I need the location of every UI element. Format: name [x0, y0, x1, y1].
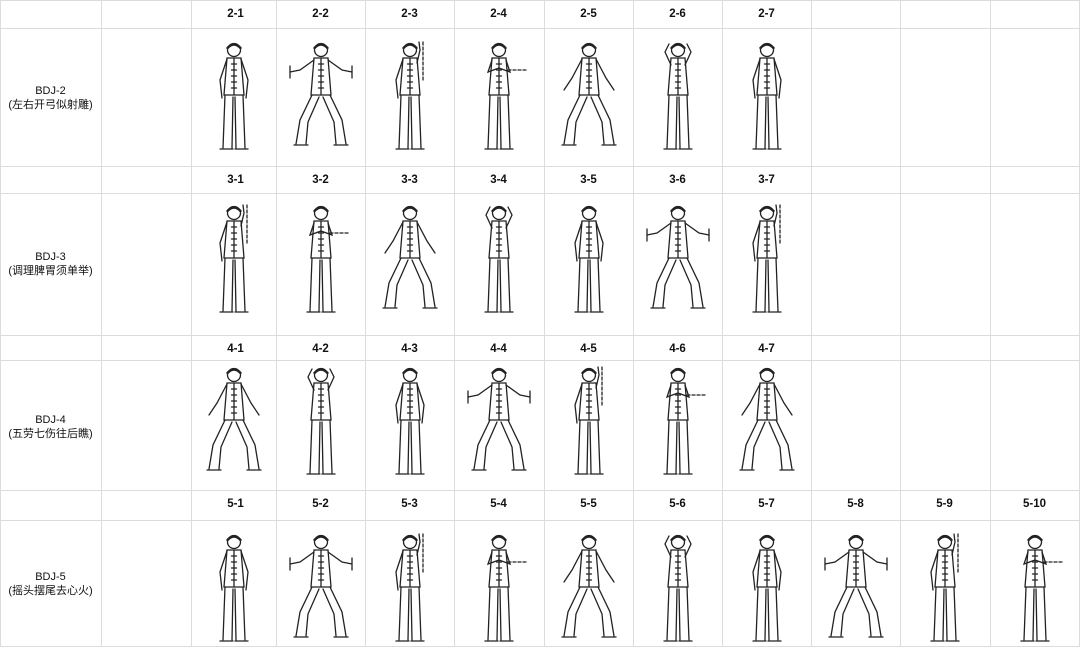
step-label: 5-8 — [847, 498, 864, 510]
grid-vline — [811, 0, 812, 647]
step-label: 2-7 — [758, 8, 775, 20]
step-label: 3-5 — [580, 174, 597, 186]
grid-hline — [0, 490, 1080, 491]
exercise-figure-illustration — [375, 365, 445, 488]
step-label: 3-4 — [490, 174, 507, 186]
exercise-figure-illustration — [554, 365, 624, 488]
exercise-figure-illustration — [643, 532, 713, 655]
exercise-figure-illustration — [821, 532, 891, 655]
step-label: 3-2 — [312, 174, 329, 186]
exercise-figure-illustration — [375, 40, 445, 163]
step-label: 2-4 — [490, 8, 507, 20]
grid-vline — [0, 0, 1, 647]
exercise-figure-illustration — [199, 365, 269, 488]
grid-hline — [0, 335, 1080, 336]
row-label-bdj-3: BDJ-3 (调理脾胃须单举) — [0, 250, 101, 278]
exercise-figure-illustration — [464, 532, 534, 655]
step-label: 2-5 — [580, 8, 597, 20]
grid-vline — [900, 0, 901, 647]
row-label-bdj-5: BDJ-5 (摇头摆尾去心火) — [0, 570, 101, 598]
exercise-figure-illustration — [643, 203, 713, 326]
step-label: 2-1 — [227, 8, 244, 20]
exercise-figure-illustration — [554, 40, 624, 163]
row-code: BDJ-2 — [35, 85, 66, 97]
step-label: 4-6 — [669, 343, 686, 355]
exercise-figure-illustration — [375, 532, 445, 655]
grid-vline — [722, 0, 723, 647]
row-code: BDJ-3 — [35, 251, 66, 263]
step-label: 4-4 — [490, 343, 507, 355]
row-name: (左右开弓似射雕) — [8, 99, 93, 111]
exercise-figure-illustration — [464, 365, 534, 488]
grid-hline — [0, 193, 1080, 194]
row-code: BDJ-5 — [35, 571, 66, 583]
exercise-figure-illustration — [286, 203, 356, 326]
exercise-figure-illustration — [732, 40, 802, 163]
step-label: 3-6 — [669, 174, 686, 186]
exercise-figure-illustration — [464, 40, 534, 163]
exercise-figure-illustration — [286, 40, 356, 163]
grid-hline — [0, 520, 1080, 521]
step-label: 2-3 — [401, 8, 418, 20]
step-label: 4-1 — [227, 343, 244, 355]
grid-vline — [101, 0, 102, 647]
step-label: 5-10 — [1022, 498, 1047, 510]
exercise-figure-illustration — [199, 532, 269, 655]
exercise-figure-illustration — [732, 532, 802, 655]
step-label: 5-3 — [401, 498, 418, 510]
exercise-figure-illustration — [286, 365, 356, 488]
grid-vline — [544, 0, 545, 647]
row-label-bdj-2: BDJ-2 (左右开弓似射雕) — [0, 84, 101, 112]
grid-vline — [365, 0, 366, 647]
grid-hline — [0, 28, 1080, 29]
grid-hline — [0, 0, 1080, 1]
step-label: 4-7 — [758, 343, 775, 355]
grid-vline — [454, 0, 455, 647]
exercise-figure-illustration — [199, 203, 269, 326]
step-label: 5-1 — [227, 498, 244, 510]
exercise-figure-illustration — [643, 40, 713, 163]
exercise-figure-illustration — [375, 203, 445, 326]
row-name: (调理脾胃须单举) — [8, 265, 93, 277]
step-label: 5-7 — [758, 498, 775, 510]
step-label: 2-6 — [669, 8, 686, 20]
grid-vline — [276, 0, 277, 647]
step-label: 5-6 — [669, 498, 686, 510]
exercise-figure-illustration — [732, 203, 802, 326]
exercise-figure-illustration — [199, 40, 269, 163]
step-label: 5-4 — [490, 498, 507, 510]
row-name: (摇头摆尾去心火) — [8, 585, 93, 597]
row-label-bdj-4: BDJ-4 (五劳七伤往后瞧) — [0, 413, 101, 441]
step-label: 5-5 — [580, 498, 597, 510]
exercise-figure-illustration — [732, 365, 802, 488]
exercise-figure-illustration — [554, 203, 624, 326]
grid-hline — [0, 166, 1080, 167]
row-code: BDJ-4 — [35, 414, 66, 426]
exercise-figure-illustration — [464, 203, 534, 326]
step-label: 2-2 — [312, 8, 329, 20]
exercise-figure-illustration — [286, 532, 356, 655]
exercise-figure-illustration — [554, 532, 624, 655]
grid-hline — [0, 360, 1080, 361]
exercise-figure-illustration — [1000, 532, 1070, 655]
step-label: 3-7 — [758, 174, 775, 186]
grid-vline — [633, 0, 634, 647]
step-label: 4-2 — [312, 343, 329, 355]
step-label: 5-2 — [312, 498, 329, 510]
step-label: 3-3 — [401, 174, 418, 186]
exercise-figure-illustration — [910, 532, 980, 655]
exercise-figure-illustration — [643, 365, 713, 488]
step-label: 4-5 — [580, 343, 597, 355]
step-label: 3-1 — [227, 174, 244, 186]
grid-vline — [990, 0, 991, 647]
grid-vline — [191, 0, 192, 647]
step-label: 4-3 — [401, 343, 418, 355]
row-name: (五劳七伤往后瞧) — [8, 428, 93, 440]
step-label: 5-9 — [936, 498, 953, 510]
